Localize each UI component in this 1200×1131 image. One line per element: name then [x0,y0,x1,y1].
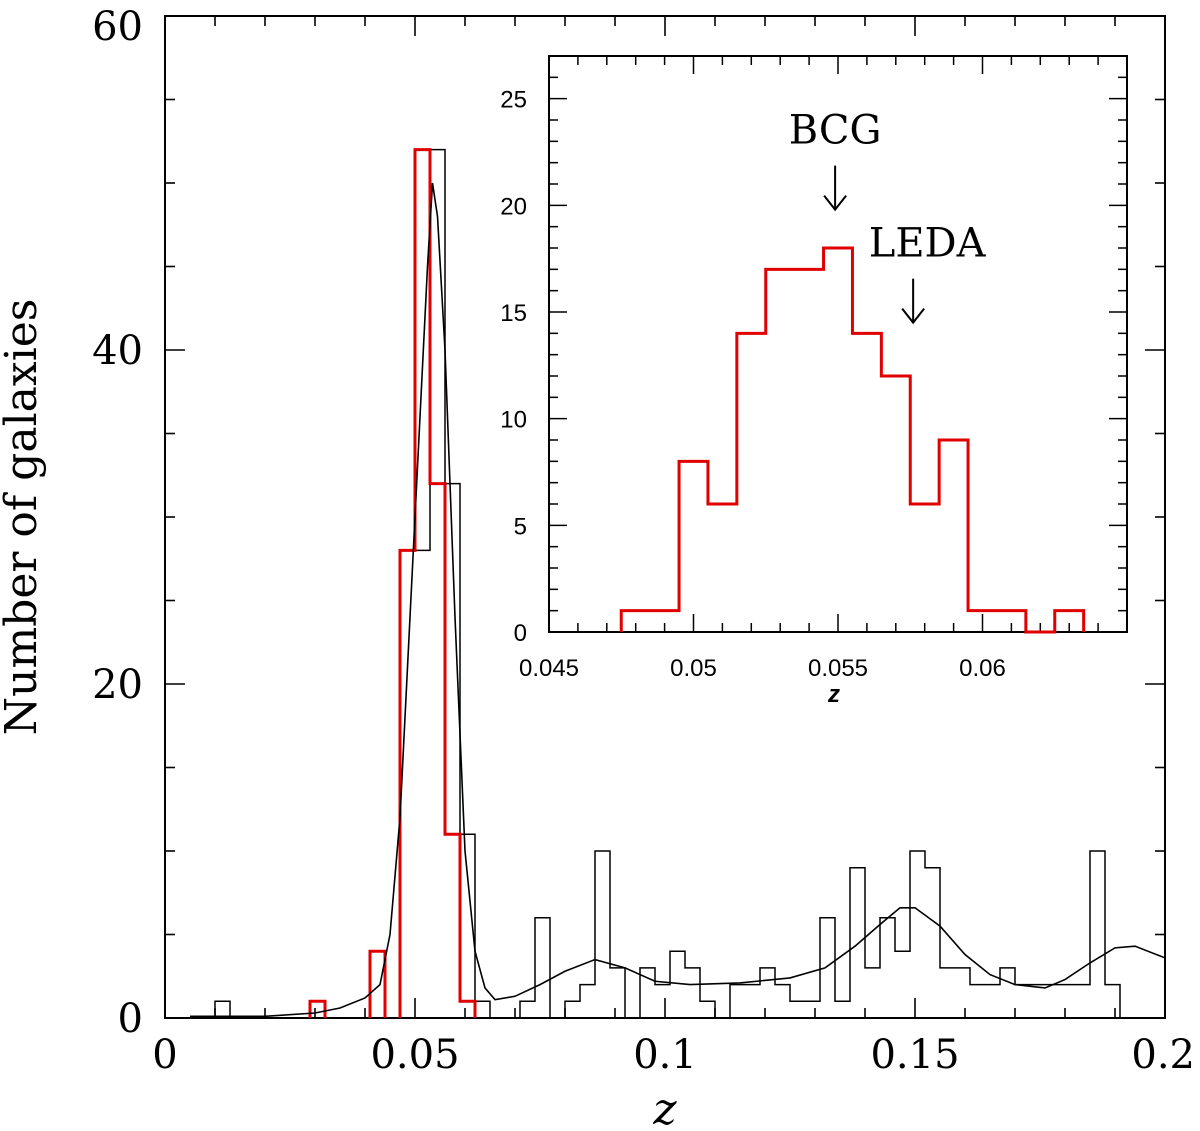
x-tick-label: 0.1 [633,1032,697,1078]
annotation-arrow-head [823,194,847,212]
inset-y-tick-label: 5 [514,513,527,540]
annotation-arrow-head [901,308,925,325]
inset-histogram-cluster-members [619,246,1086,634]
inset-y-tick-label: 20 [500,193,527,220]
x-tick-label: 0.15 [870,1032,959,1078]
inset-y-tick-label: 10 [500,407,527,434]
inset-x-tick-label: 0.055 [808,655,868,682]
inset-y-tick-label: 0 [514,620,527,647]
x-axis-label: z [652,1084,677,1131]
x-tick-label: 0.05 [370,1032,459,1078]
inset-background [545,52,1131,636]
annotation-label-bcg: BCG [789,108,882,154]
annotation-label-leda: LEDA [869,221,987,267]
inset-x-tick-label: 0.06 [959,655,1006,682]
inset-y-tick-label: 25 [500,87,527,114]
y-tick-label: 20 [92,662,143,708]
inset-y-tick-label: 15 [500,300,527,327]
y-tick-label: 60 [92,4,143,50]
main-plot: 0 0.05 0.1 0.15 0.2 0 20 40 60 z Number of galaxie… [0,4,1195,1131]
density-curve [190,182,1166,1018]
y-tick-label: 0 [118,996,143,1042]
inset-plot: 0.045 0.05 0.055 0.06 0 5 10 15 20 25 z BCG LEDA [500,52,1131,708]
inset-x-tick-label: 0.045 [519,655,579,682]
inset-x-axis-label: z [827,681,840,708]
x-tick-label: 0 [152,1032,177,1078]
y-axis-label: Number of galaxies [0,299,47,736]
histogram-cluster-members [308,148,477,1018]
inset-x-tick-label: 0.05 [670,655,717,682]
y-tick-label: 40 [92,328,143,374]
x-tick-label: 0.2 [1131,1032,1195,1078]
